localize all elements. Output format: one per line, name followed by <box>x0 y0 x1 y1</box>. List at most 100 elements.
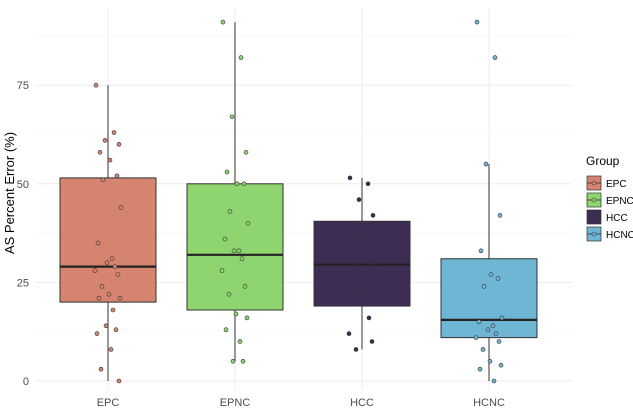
data-point <box>487 358 493 364</box>
data-point <box>227 209 233 214</box>
data-point <box>115 272 121 277</box>
data-point <box>92 268 98 273</box>
data-point <box>103 323 109 329</box>
data-point <box>220 19 226 25</box>
data-point <box>111 130 117 135</box>
data-point <box>107 157 113 163</box>
data-point <box>354 264 360 269</box>
data-point <box>496 339 502 344</box>
data-point <box>96 295 102 301</box>
data-point <box>495 276 501 281</box>
data-point <box>243 149 249 155</box>
data-point <box>242 284 248 289</box>
y-axis-title: AS Percent Error (%) <box>2 132 17 254</box>
data-point <box>224 169 230 175</box>
data-point <box>236 248 242 254</box>
data-point <box>477 366 483 372</box>
data-point <box>474 19 480 25</box>
data-point <box>370 213 376 218</box>
data-point <box>363 287 369 293</box>
jitter-points <box>92 19 505 384</box>
legend: Group EPC EPNC HCC HCNC <box>586 154 633 242</box>
data-point <box>483 161 489 167</box>
data-point <box>480 347 486 352</box>
data-point <box>94 331 100 336</box>
box-epc <box>59 177 157 303</box>
data-point <box>481 284 487 289</box>
data-point <box>473 335 479 340</box>
data-point <box>231 248 237 254</box>
legend-title: Group <box>586 154 620 168</box>
data-point <box>351 220 357 226</box>
x-axis: EPC EPNC HCC HCNC <box>97 397 505 409</box>
data-point <box>492 55 498 60</box>
data-point <box>100 177 106 183</box>
data-point <box>366 315 372 321</box>
data-point <box>490 323 496 329</box>
data-point <box>353 347 359 352</box>
data-point <box>358 299 364 305</box>
boxes <box>59 22 538 381</box>
data-point <box>361 232 367 238</box>
data-point <box>244 315 250 321</box>
legend-label: EPNC <box>606 196 633 207</box>
data-point <box>118 205 124 210</box>
data-point <box>476 319 482 325</box>
y-axis: 0 25 50 75 <box>17 80 29 388</box>
data-point <box>106 291 112 297</box>
data-point <box>95 240 101 246</box>
data-point <box>112 264 118 269</box>
data-point <box>230 358 236 364</box>
y-tick-label: 50 <box>17 179 29 191</box>
data-point <box>365 181 371 187</box>
legend-label: HCC <box>606 213 628 224</box>
data-point <box>117 295 123 301</box>
x-tick-label: HCNC <box>473 397 505 409</box>
data-point <box>499 315 505 321</box>
data-point <box>226 291 232 297</box>
data-point <box>233 311 239 317</box>
data-point <box>237 339 243 344</box>
data-point <box>97 149 103 155</box>
data-point <box>478 248 484 254</box>
data-point <box>349 280 355 285</box>
legend-key-point <box>591 231 597 237</box>
data-point <box>229 114 235 120</box>
data-point <box>116 142 122 147</box>
data-point <box>98 366 104 372</box>
data-point <box>498 362 504 368</box>
data-point <box>239 256 245 262</box>
x-tick-label: EPNC <box>220 397 251 409</box>
data-point <box>113 327 119 333</box>
data-point <box>491 378 497 384</box>
y-tick-label: 75 <box>17 80 29 92</box>
data-point <box>108 347 114 352</box>
x-tick-label: EPC <box>97 397 120 409</box>
data-point <box>241 181 247 187</box>
data-point <box>116 378 122 384</box>
data-point <box>109 256 115 262</box>
data-point <box>368 260 374 265</box>
data-point <box>222 236 228 242</box>
data-point <box>347 175 353 181</box>
data-point <box>240 358 246 364</box>
data-point <box>93 82 99 88</box>
x-tick-label: HCC <box>350 397 374 409</box>
data-point <box>219 268 225 273</box>
data-point <box>114 173 120 179</box>
legend-label: HCNC <box>606 230 633 241</box>
data-point <box>346 331 352 336</box>
data-point <box>238 55 244 60</box>
data-point <box>104 260 110 265</box>
box-hcnc <box>440 258 538 339</box>
legend-key-point <box>591 197 597 203</box>
data-point <box>497 213 503 218</box>
data-point <box>99 284 105 289</box>
data-point <box>485 327 491 333</box>
data-point <box>234 181 240 187</box>
data-point <box>223 327 229 333</box>
data-point <box>245 220 251 226</box>
y-tick-label: 25 <box>17 277 29 289</box>
y-tick-label: 0 <box>23 376 29 388</box>
